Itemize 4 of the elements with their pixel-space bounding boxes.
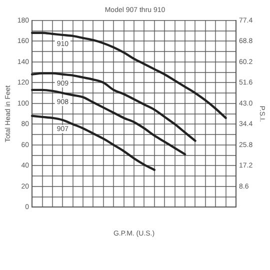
line-series <box>30 72 196 142</box>
line-series <box>30 88 186 156</box>
line-series <box>30 32 227 120</box>
line-series <box>30 114 156 171</box>
